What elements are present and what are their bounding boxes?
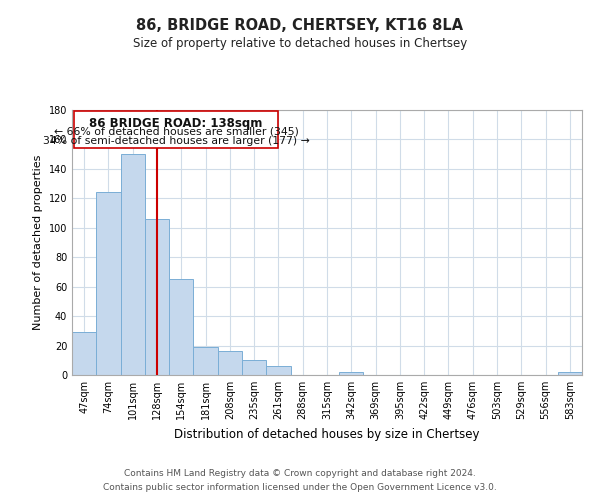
Bar <box>72 332 96 375</box>
Bar <box>145 219 169 375</box>
Text: 86, BRIDGE ROAD, CHERTSEY, KT16 8LA: 86, BRIDGE ROAD, CHERTSEY, KT16 8LA <box>136 18 464 32</box>
X-axis label: Distribution of detached houses by size in Chertsey: Distribution of detached houses by size … <box>174 428 480 440</box>
Bar <box>193 347 218 375</box>
Bar <box>96 192 121 375</box>
FancyBboxPatch shape <box>74 112 278 148</box>
Bar <box>558 372 582 375</box>
Bar <box>121 154 145 375</box>
Text: Contains HM Land Registry data © Crown copyright and database right 2024.: Contains HM Land Registry data © Crown c… <box>124 468 476 477</box>
Bar <box>218 352 242 375</box>
Bar <box>169 280 193 375</box>
Bar <box>339 372 364 375</box>
Bar <box>242 360 266 375</box>
Text: Size of property relative to detached houses in Chertsey: Size of property relative to detached ho… <box>133 38 467 51</box>
Text: Contains public sector information licensed under the Open Government Licence v3: Contains public sector information licen… <box>103 484 497 492</box>
Text: 34% of semi-detached houses are larger (177) →: 34% of semi-detached houses are larger (… <box>43 136 310 146</box>
Y-axis label: Number of detached properties: Number of detached properties <box>33 155 43 330</box>
Text: ← 66% of detached houses are smaller (345): ← 66% of detached houses are smaller (34… <box>54 127 299 137</box>
Bar <box>266 366 290 375</box>
Text: 86 BRIDGE ROAD: 138sqm: 86 BRIDGE ROAD: 138sqm <box>89 118 263 130</box>
